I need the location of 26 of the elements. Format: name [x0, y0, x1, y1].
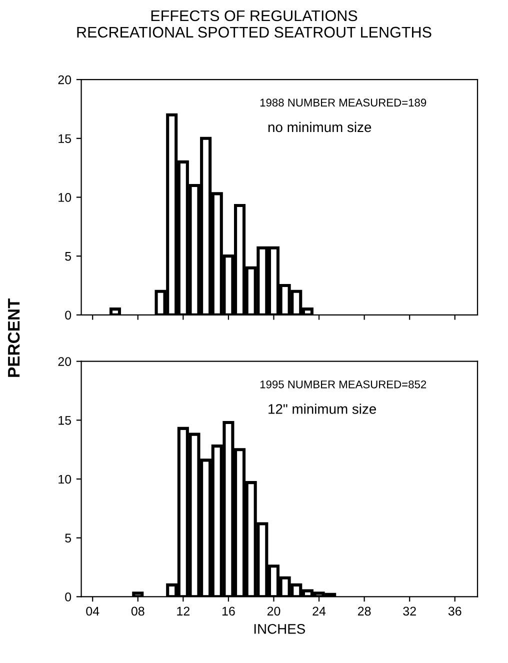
x-tick-label: 12 — [177, 606, 190, 616]
y-tick-label: 0 — [65, 310, 72, 320]
y-tick-label: 20 — [58, 357, 72, 366]
x-tick-label: 32 — [403, 606, 416, 616]
chart-title: EFFECTS OF REGULATIONS RECREATIONAL SPOTTED SEATROUT LENGTHS — [77, 10, 432, 38]
x-tick-label: 28 — [358, 606, 371, 616]
x-tick-label: 24 — [312, 606, 326, 616]
annotation: 1988 NUMBER MEASURED=189 — [260, 98, 426, 107]
annotation: no minimum size — [268, 122, 372, 132]
annotation: 1995 NUMBER MEASURED=852 — [260, 380, 426, 388]
y-tick-label: 10 — [58, 474, 72, 484]
x-tick-label: 20 — [267, 606, 280, 616]
y-tick-label: 5 — [65, 252, 72, 261]
y-tick-label: 5 — [65, 534, 72, 543]
y-tick-label: 15 — [58, 134, 72, 144]
y-tick-label: 15 — [58, 416, 72, 425]
y-tick-label: 10 — [58, 193, 72, 202]
x-tick-label: 08 — [131, 606, 144, 616]
y-axis-title: PERCENT — [8, 298, 20, 377]
y-tick-label: 20 — [58, 75, 72, 84]
x-tick-label: 16 — [222, 606, 235, 616]
x-tick-label: 04 — [86, 606, 100, 616]
y-tick-label: 0 — [65, 592, 72, 602]
x-tick-label: 36 — [448, 606, 462, 616]
x-axis-title: INCHES — [254, 624, 305, 634]
annotation: 12" minimum size — [268, 404, 376, 414]
